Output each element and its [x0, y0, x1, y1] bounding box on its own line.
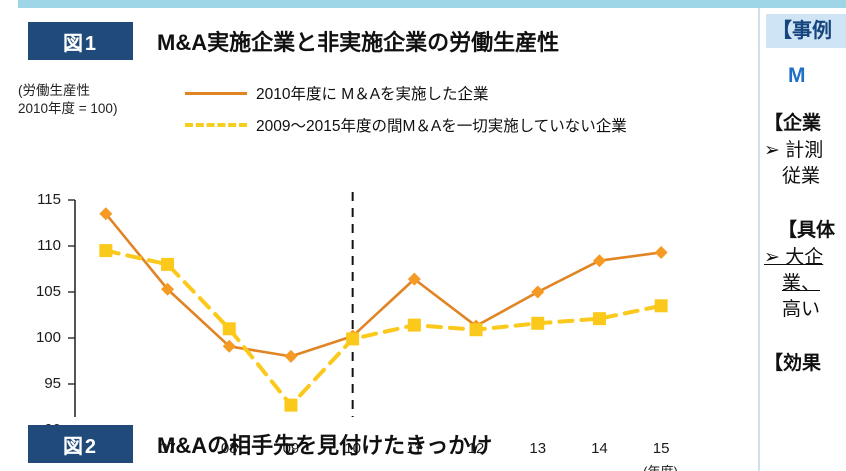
figure2-heading: 図2 M&Aの相手先を見付けたきっかけ	[28, 425, 492, 463]
right-panel-line: 高い	[782, 299, 821, 320]
slide-left-region: 図1 M&A実施企業と非実施企業の労働生産性 (労働生産性 2010年度 = 1…	[0, 8, 755, 471]
x-tick-label: 14	[591, 440, 608, 457]
top-decorative-band	[18, 0, 846, 8]
x-tick-label: 11	[406, 440, 423, 457]
x-tick-label: 07	[159, 440, 176, 457]
y-tick-label: 100	[35, 329, 61, 346]
legend-item-1: 2009〜2015年度の間M＆Aを一切実施していない企業	[185, 112, 627, 138]
x-tick-label: 09	[282, 440, 300, 457]
legend-label-0: 2010年度に M＆Aを実施した企業	[256, 86, 489, 103]
legend-item-0: 2010年度に M＆Aを実施した企業	[185, 80, 627, 106]
y-tick-label: 105	[35, 283, 61, 300]
y-tick-label: 95	[44, 375, 61, 392]
right-side-panel: 【事例 M 【企業 ➢ 計測従業【具体 ➢ 大企業、高い【効果	[758, 8, 846, 471]
right-panel-line: 業、	[782, 273, 821, 294]
x-tick-label: 13	[529, 440, 547, 457]
right-panel-line: 【効果	[764, 353, 822, 374]
chart-legend: 2010年度に M＆Aを実施した企業 2009〜2015年度の間M＆Aを一切実施…	[185, 80, 627, 138]
right-panel-line: 【具体	[778, 220, 836, 241]
figure2-badge: 図2	[28, 425, 133, 463]
x-tick-label: 12	[467, 440, 485, 457]
plot-area: 909510010511011506070809101112131415 (年度…	[0, 72, 755, 471]
figure2-title: M&Aの相手先を見付けたきっかけ	[157, 433, 493, 458]
legend-key-solid-diamond	[185, 84, 247, 102]
y-axis-caption: (労働生産性 2010年度 = 100)	[18, 83, 118, 117]
y-tick-label: 115	[37, 191, 61, 208]
chart-svg	[68, 192, 668, 417]
right-panel-line: ➢ 計測	[764, 140, 824, 161]
right-panel-line: 【企業	[764, 113, 822, 134]
figure1-chart: (労働生産性 2010年度 = 100) 2010年度に M＆Aを実施した企業 …	[0, 72, 755, 471]
right-panel-header: 【事例	[766, 14, 846, 48]
legend-label-1: 2009〜2015年度の間M＆Aを一切実施していない企業	[256, 118, 627, 135]
x-tick-label: 08	[220, 440, 238, 457]
right-panel-subtitle: M	[788, 64, 806, 87]
right-panel-line: 従業	[782, 166, 821, 187]
figure1-badge: 図1	[28, 22, 133, 60]
right-panel-line: ➢ 大企	[764, 247, 824, 268]
x-axis-unit-label: (年度)	[643, 461, 678, 471]
y-tick-label: 110	[37, 237, 61, 254]
legend-key-dashed-square	[185, 116, 247, 134]
x-tick-label: 10	[344, 440, 361, 457]
figure1-heading: 図1 M&A実施企業と非実施企業の労働生産性	[28, 22, 559, 60]
figure1-title: M&A実施企業と非実施企業の労働生産性	[157, 30, 560, 55]
x-tick-label: 15	[652, 440, 670, 457]
